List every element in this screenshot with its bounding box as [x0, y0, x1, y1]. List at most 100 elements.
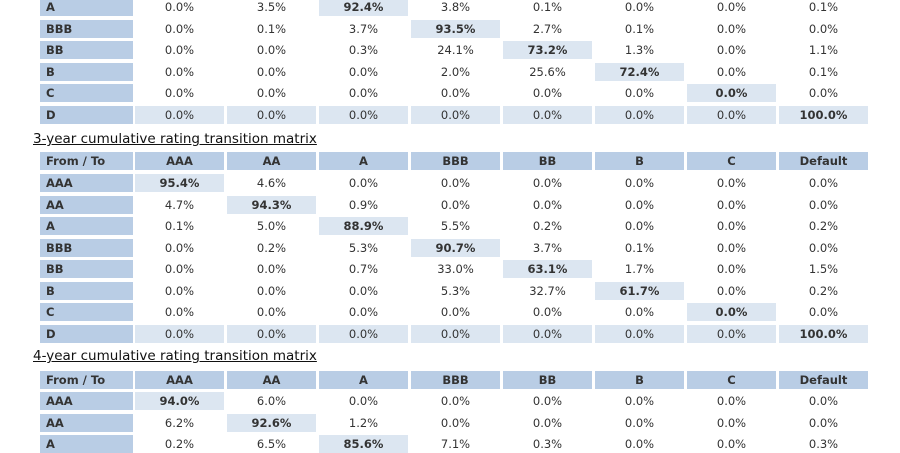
header-cell: B: [595, 152, 684, 170]
row-label: A: [40, 217, 133, 235]
value-cell: 0.0%: [440, 415, 471, 430]
value-cell: 5.5%: [440, 219, 471, 233]
value-cell: 73.2%: [503, 41, 592, 59]
value-cell: 0.0%: [716, 219, 747, 233]
value-cell: 0.0%: [164, 305, 195, 319]
value-cell: 0.0%: [440, 394, 471, 408]
value-cell: 0.0%: [411, 324, 500, 343]
value-cell: 0.0%: [532, 394, 563, 408]
value-cell: 0.0%: [532, 415, 563, 430]
value-cell: 0.0%: [348, 305, 379, 319]
header-cell: C: [687, 152, 776, 170]
value-cell: 0.0%: [164, 262, 195, 276]
value-cell: 100.0%: [779, 105, 868, 124]
row-label: BB: [40, 260, 133, 278]
value-cell: 0.0%: [135, 105, 224, 124]
value-cell: 0.0%: [716, 43, 747, 57]
header-cell: AA: [227, 152, 316, 170]
value-cell: 0.0%: [440, 176, 471, 190]
value-cell: 1.1%: [808, 43, 839, 57]
value-cell: 0.3%: [348, 43, 379, 57]
value-cell: 3.5%: [256, 0, 287, 14]
value-cell: 92.4%: [319, 0, 408, 16]
value-cell: 0.0%: [440, 197, 471, 212]
header-cell: Default: [779, 371, 868, 389]
value-cell: 0.0%: [164, 21, 195, 36]
value-cell: 4.6%: [256, 176, 287, 190]
value-cell: 0.7%: [348, 262, 379, 276]
value-cell: 0.0%: [624, 0, 655, 14]
value-cell: 6.5%: [256, 437, 287, 451]
value-cell: 0.2%: [808, 283, 839, 298]
header-cell: AAA: [135, 371, 224, 389]
value-cell: 95.4%: [135, 174, 224, 192]
row-label: B: [40, 281, 133, 300]
header-cell: AA: [227, 371, 316, 389]
value-cell: 0.0%: [348, 283, 379, 298]
header-cell: BB: [503, 152, 592, 170]
row-label: BBB: [40, 238, 133, 257]
value-cell: 0.0%: [624, 197, 655, 212]
row-label: B: [40, 62, 133, 81]
value-cell: 0.0%: [256, 64, 287, 79]
header-cell: A: [319, 371, 408, 389]
value-cell: 1.2%: [348, 415, 379, 430]
value-cell: 0.0%: [716, 64, 747, 79]
value-cell: 0.0%: [135, 324, 224, 343]
header-cell: AAA: [135, 152, 224, 170]
value-cell: 0.0%: [716, 394, 747, 408]
value-cell: 88.9%: [319, 217, 408, 235]
value-cell: 0.0%: [595, 105, 684, 124]
value-cell: 0.0%: [503, 324, 592, 343]
value-cell: 0.0%: [532, 197, 563, 212]
value-cell: 0.0%: [687, 324, 776, 343]
value-cell: 0.0%: [319, 105, 408, 124]
value-cell: 0.0%: [440, 86, 471, 100]
value-cell: 0.0%: [256, 262, 287, 276]
value-cell: 0.0%: [532, 176, 563, 190]
value-cell: 0.9%: [348, 197, 379, 212]
value-cell: 0.1%: [164, 219, 195, 233]
row-label: AAA: [40, 174, 133, 192]
value-cell: 0.0%: [808, 21, 839, 36]
value-cell: 0.1%: [808, 0, 839, 14]
header-cell: A: [319, 152, 408, 170]
header-cell: Default: [779, 152, 868, 170]
value-cell: 0.0%: [411, 105, 500, 124]
value-cell: 3.7%: [532, 240, 563, 255]
value-cell: 0.0%: [227, 105, 316, 124]
value-cell: 0.2%: [256, 240, 287, 255]
row-label: A: [40, 0, 133, 16]
value-cell: 0.2%: [532, 219, 563, 233]
value-cell: 90.7%: [411, 238, 500, 257]
value-cell: 2.0%: [440, 64, 471, 79]
row-label: BBB: [40, 19, 133, 38]
value-cell: 0.0%: [808, 394, 839, 408]
value-cell: 0.0%: [256, 43, 287, 57]
value-cell: 0.0%: [808, 197, 839, 212]
value-cell: 72.4%: [595, 62, 684, 81]
row-label: AAA: [40, 392, 133, 410]
value-cell: 0.3%: [808, 437, 839, 451]
value-cell: 0.0%: [687, 105, 776, 124]
value-cell: 100.0%: [779, 324, 868, 343]
value-cell: 3.7%: [348, 21, 379, 36]
value-cell: 0.1%: [624, 240, 655, 255]
value-cell: 0.0%: [716, 0, 747, 14]
value-cell: 0.2%: [808, 219, 839, 233]
value-cell: 0.0%: [256, 305, 287, 319]
value-cell: 0.0%: [164, 240, 195, 255]
value-cell: 0.0%: [624, 415, 655, 430]
value-cell: 94.0%: [135, 392, 224, 410]
value-cell: 0.0%: [808, 305, 839, 319]
value-cell: 0.0%: [164, 64, 195, 79]
value-cell: 2.7%: [532, 21, 563, 36]
value-cell: 0.2%: [164, 437, 195, 451]
row-label: AA: [40, 413, 133, 432]
value-cell: 0.0%: [348, 394, 379, 408]
value-cell: 0.0%: [624, 394, 655, 408]
value-cell: 0.0%: [687, 84, 776, 102]
value-cell: 4.7%: [164, 197, 195, 212]
row-label: D: [40, 324, 133, 343]
value-cell: 3.8%: [440, 0, 471, 14]
